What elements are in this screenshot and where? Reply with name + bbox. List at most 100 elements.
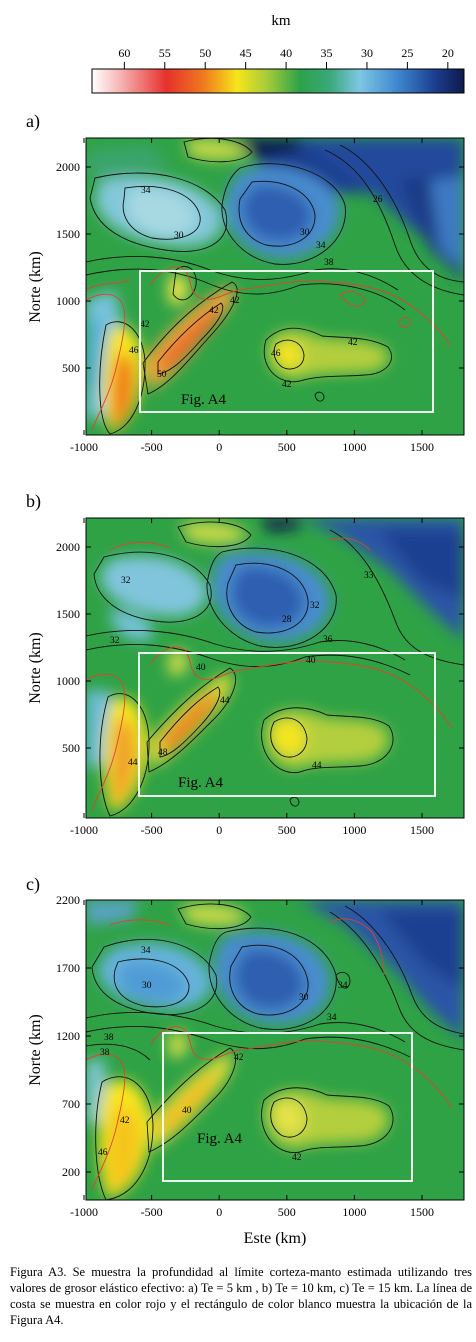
panel-frame — [85, 137, 465, 436]
contour-label: 44 — [220, 696, 230, 706]
panel-b: b) — [26, 491, 465, 837]
x-tick-label: -500 — [141, 440, 163, 454]
contour-label: 40 — [306, 656, 316, 666]
contour-lines — [86, 903, 464, 1200]
colorbar-tick-labels: 60 55 50 45 40 35 30 25 20 — [118, 46, 454, 69]
panel-label: c) — [26, 874, 40, 895]
contour-label: 42 — [348, 338, 358, 348]
x-tick-label: 0 — [216, 440, 222, 454]
colorbar-tick-label: 25 — [401, 46, 413, 60]
y-tick-label: 200 — [62, 1165, 80, 1179]
colorbar: km 60 55 50 45 40 35 30 25 20 — [91, 13, 465, 94]
y-tick-label: 1500 — [56, 227, 80, 241]
contour-label: 42 — [234, 1053, 244, 1063]
colorbar-unit: km — [271, 13, 291, 29]
contour-label: 32 — [310, 601, 320, 611]
y-tick-label: 1500 — [56, 607, 80, 621]
panel-a: a) — [26, 111, 465, 454]
x-tick-label: 500 — [278, 1205, 296, 1219]
coastline — [86, 537, 453, 811]
fig-a4-label: Fig. A4 — [197, 1131, 243, 1147]
contour-label: 40 — [196, 663, 206, 673]
y-tick-label: 2000 — [56, 160, 80, 174]
contour-label: 30 — [174, 231, 184, 241]
y-tick-label: 1000 — [56, 674, 80, 688]
x-tick-label: 500 — [278, 440, 296, 454]
contour-label: 38 — [324, 258, 334, 268]
colorbar-tick-label: 35 — [321, 46, 333, 60]
x-axis-label: Este (km) — [244, 1230, 307, 1247]
x-tick-label: 1500 — [410, 1205, 434, 1219]
contour-label: 40 — [182, 1106, 192, 1116]
y-tick-label: 2000 — [56, 540, 80, 554]
contour-label: 42 — [140, 320, 150, 330]
x-tick-label: -1000 — [70, 823, 98, 837]
contour-label: 34 — [141, 186, 151, 196]
contour-label: 44 — [312, 761, 322, 771]
contour-label: 26 — [373, 195, 383, 205]
contour-label: 42 — [282, 380, 292, 390]
colorbar-tick-label: 40 — [280, 46, 292, 60]
contour-labels: 34 30 30 34 26 38 42 42 46 42 50 42 46 4… — [129, 186, 383, 390]
y-tick-label: 1700 — [56, 961, 80, 975]
y-tick-label: 500 — [62, 361, 80, 375]
colorbar-tick-label: 45 — [240, 46, 252, 60]
contour-label: 30 — [299, 993, 309, 1003]
fig-a4-label: Fig. A4 — [181, 392, 227, 408]
colorbar-tick-label: 60 — [118, 46, 130, 60]
panel-axes: -1000 -500 0 500 1000 1500 2000 1500 1000 500 — [56, 518, 464, 837]
contour-label: 50 — [157, 370, 167, 380]
contour-label: 38 — [100, 1048, 110, 1058]
panel-axes: -1000 -500 0 500 1000 1500 2000 1500 1000 500 — [56, 138, 464, 454]
contour-label: 44 — [128, 758, 138, 768]
colorbar-tick-label: 20 — [442, 46, 454, 60]
contour-label: 32 — [121, 576, 131, 586]
y-tick-label: 700 — [62, 1097, 80, 1111]
contour-label: 46 — [98, 1148, 108, 1158]
coastline — [86, 266, 451, 431]
contour-label: 34 — [316, 241, 326, 251]
figure-a3: km 60 55 50 45 40 35 30 25 20 a) — [26, 13, 465, 1247]
contour-label: 30 — [142, 981, 152, 991]
panel-label: b) — [26, 491, 41, 512]
y-axis-label: Norte (km) — [27, 1014, 44, 1086]
contour-lines — [86, 521, 464, 817]
x-tick-label: -1000 — [70, 1205, 98, 1219]
panel-map: 32 28 32 32 36 40 40 44 48 44 44 33 Fig.… — [86, 518, 464, 818]
contour-label: 28 — [282, 615, 292, 625]
x-tick-label: 500 — [278, 823, 296, 837]
panel-axes: -1000 -500 0 500 1000 1500 2200 1700 1200 700 200 — [56, 893, 464, 1219]
x-tick-label: 0 — [216, 823, 222, 837]
x-tick-label: -500 — [141, 823, 163, 837]
colorbar-tick-label: 55 — [159, 46, 171, 60]
fig-a4-rectangle — [162, 1032, 413, 1182]
figure-caption: Figura A3. Se muestra la profundidad al … — [10, 1265, 472, 1327]
contour-label: 30 — [300, 228, 310, 238]
contour-label: 36 — [323, 635, 333, 645]
panel-frame — [85, 517, 465, 819]
contour-label: 42 — [292, 1153, 302, 1163]
contour-label: 46 — [271, 349, 281, 359]
x-tick-label: 0 — [216, 1205, 222, 1219]
colorbar-tick-label: 50 — [199, 46, 211, 60]
contour-label: 42 — [230, 296, 240, 306]
contour-label: 46 — [129, 346, 139, 356]
colorbar-tick-label: 30 — [361, 46, 373, 60]
contour-label: 38 — [104, 1033, 114, 1043]
contour-labels: 32 28 32 32 36 40 40 44 48 44 44 33 — [110, 571, 374, 771]
y-tick-label: 1000 — [56, 294, 80, 308]
contour-label: 34 — [327, 1013, 337, 1023]
panel-map: 34 30 30 34 34 38 42 42 40 46 42 38 Fig.… — [86, 900, 464, 1200]
contour-label: 32 — [110, 636, 120, 646]
contour-label: 34 — [338, 981, 348, 991]
panel-c: c) — [26, 874, 465, 1247]
coastline — [86, 918, 453, 1191]
contour-label: 42 — [209, 306, 219, 316]
y-tick-label: 1200 — [56, 1029, 80, 1043]
x-tick-label: -500 — [141, 1205, 163, 1219]
panel-label: a) — [26, 111, 40, 132]
fig-a4-label: Fig. A4 — [178, 775, 224, 791]
contour-label: 34 — [141, 946, 151, 956]
fig-a4-rectangle — [139, 270, 434, 413]
contour-label: 33 — [364, 571, 374, 581]
